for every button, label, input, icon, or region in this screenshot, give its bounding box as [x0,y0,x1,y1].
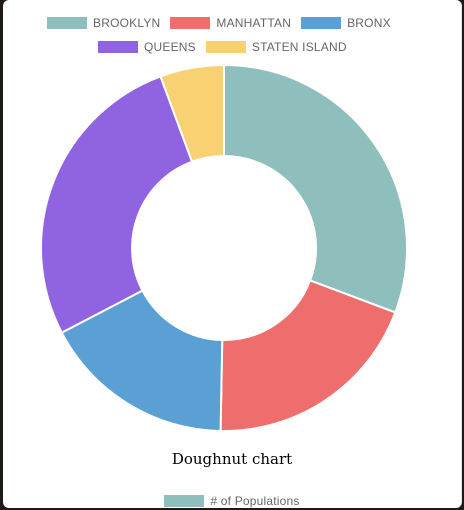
chart-card: BROOKLYN MANHATTAN BRONX QUEENS STATEN ISLA… [3,0,462,508]
doughnut-slice-staten-island[interactable] [159,63,225,164]
legend-row: QUEENS STATEN ISLAND [98,40,347,54]
legend-item-brooklyn[interactable]: BROOKLYN [47,16,160,30]
legend-item-queens[interactable]: QUEENS [98,40,196,54]
doughnut-slice-queens[interactable] [40,75,194,334]
legend-item-manhattan[interactable]: MANHATTAN [170,16,291,30]
legend-item-staten-island[interactable]: STATEN ISLAND [205,40,347,54]
chart-caption: Doughnut chart [171,450,293,468]
legend-label: QUEENS [144,40,196,54]
legend-swatch [170,17,211,29]
series-legend-swatch [164,495,205,507]
legend-swatch [98,41,138,53]
legend-swatch [301,17,342,29]
doughnut-slice-bronx[interactable] [60,289,224,432]
legend-label: BROOKLYN [93,16,161,30]
doughnut-slice-manhattan[interactable] [219,279,397,432]
legend-swatch [205,41,246,53]
series-legend-label: # of Populations [210,494,300,508]
legend-label: BRONX [347,16,391,30]
doughnut-slice-brooklyn[interactable] [223,63,408,314]
legend-item-bronx[interactable]: BRONX [301,16,391,30]
doughnut-chart [40,63,408,432]
legend-swatch [47,17,87,29]
legend-label: STATEN ISLAND [251,40,347,54]
legend-label: MANHATTAN [216,16,292,30]
series-legend[interactable]: # of Populations [3,494,461,508]
legend-row: BROOKLYN MANHATTAN BRONX [47,16,391,30]
